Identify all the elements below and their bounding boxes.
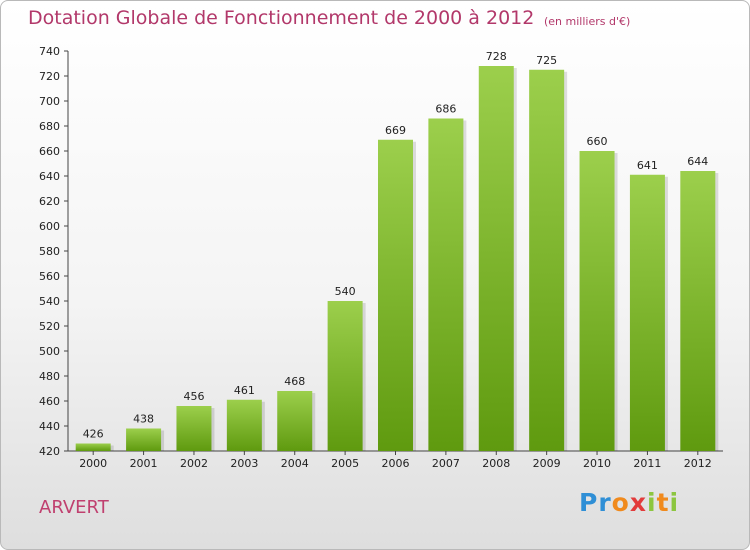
y-tick-label: 580 <box>39 245 60 258</box>
y-tick-label: 480 <box>39 370 60 383</box>
y-tick-label: 540 <box>39 295 60 308</box>
value-label-2007: 686 <box>435 103 456 116</box>
value-label-2010: 660 <box>587 135 608 148</box>
value-label-2008: 728 <box>486 50 507 63</box>
bar-2000 <box>75 443 111 451</box>
y-tick-label: 700 <box>39 95 60 108</box>
y-tick-label: 560 <box>39 270 60 283</box>
bar-2005 <box>327 301 363 451</box>
x-tick-label-2000: 2000 <box>79 457 107 470</box>
x-tick-label-2010: 2010 <box>583 457 611 470</box>
y-tick-label: 680 <box>39 120 60 133</box>
value-label-2011: 641 <box>637 159 658 172</box>
value-label-2005: 540 <box>335 285 356 298</box>
x-tick-label-2004: 2004 <box>281 457 309 470</box>
bar-2009 <box>529 69 565 451</box>
value-label-2004: 468 <box>284 375 305 388</box>
x-tick-label-2011: 2011 <box>633 457 661 470</box>
y-tick-label: 740 <box>39 45 60 58</box>
x-tick-label-2006: 2006 <box>382 457 410 470</box>
y-tick-label: 620 <box>39 195 60 208</box>
x-tick-label-2003: 2003 <box>230 457 258 470</box>
y-tick-label: 600 <box>39 220 60 233</box>
x-tick-label-2007: 2007 <box>432 457 460 470</box>
bar-2006 <box>378 139 413 451</box>
y-tick-label: 660 <box>39 145 60 158</box>
bar-2007 <box>428 118 464 451</box>
proxiti-logo[interactable]: Proxiti <box>579 488 680 517</box>
x-tick-label-2005: 2005 <box>331 457 359 470</box>
value-label-2000: 426 <box>83 428 104 441</box>
bar-2008 <box>478 66 514 451</box>
chart-bars <box>75 66 719 451</box>
value-label-2003: 461 <box>234 384 255 397</box>
y-tick-label: 460 <box>39 395 60 408</box>
x-tick-label-2008: 2008 <box>482 457 510 470</box>
y-tick-label: 440 <box>39 420 60 433</box>
bar-2004 <box>277 391 313 451</box>
y-tick-label: 720 <box>39 70 60 83</box>
x-tick-label-2002: 2002 <box>180 457 208 470</box>
value-label-2006: 669 <box>385 124 406 137</box>
value-label-2002: 456 <box>183 390 204 403</box>
value-label-2012: 644 <box>687 155 708 168</box>
bar-2011 <box>629 174 665 451</box>
x-tick-label-2012: 2012 <box>684 457 712 470</box>
value-label-2009: 725 <box>536 54 557 67</box>
bar-2012 <box>680 171 716 451</box>
value-label-2001: 438 <box>133 413 154 426</box>
y-tick-label: 500 <box>39 345 60 358</box>
y-tick-label: 420 <box>39 445 60 458</box>
unit-note: (en milliers d'€) <box>544 15 631 28</box>
x-tick-label-2001: 2001 <box>130 457 158 470</box>
chart-labels: 426 438 456 461 468 540 669 686 728 725 660 641 644 <box>83 50 709 441</box>
place-name: ARVERT <box>39 497 109 518</box>
y-tick-label: 640 <box>39 170 60 183</box>
bar-2002 <box>176 406 212 451</box>
x-tick-label-2009: 2009 <box>533 457 561 470</box>
y-tick-label: 520 <box>39 320 60 333</box>
bar-2003 <box>226 399 262 451</box>
bar-2001 <box>126 428 162 451</box>
bar-2010 <box>579 151 615 451</box>
chart-title: Dotation Globale de Fonctionnement de 20… <box>28 7 535 29</box>
